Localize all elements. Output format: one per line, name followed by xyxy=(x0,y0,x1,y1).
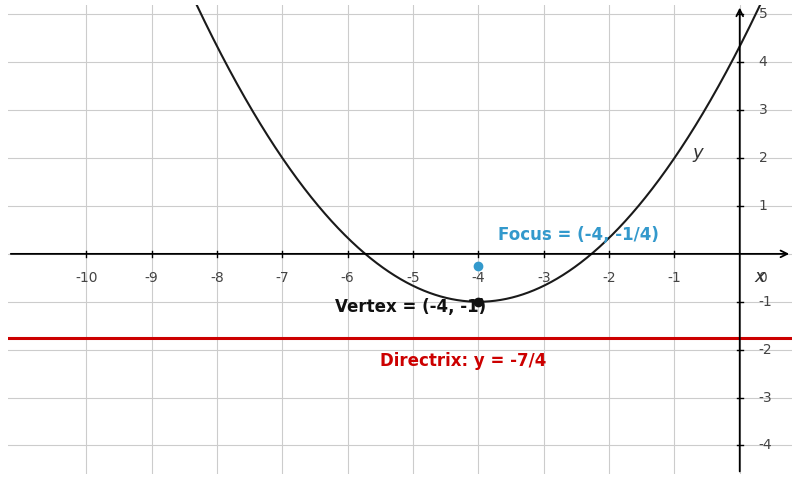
Text: 2: 2 xyxy=(758,151,767,165)
Text: Vertex = (-4, -1): Vertex = (-4, -1) xyxy=(334,297,486,316)
Text: -9: -9 xyxy=(145,271,158,285)
Text: Directrix: y = -7/4: Directrix: y = -7/4 xyxy=(380,352,546,370)
Text: y: y xyxy=(692,144,702,162)
Text: -2: -2 xyxy=(602,271,616,285)
Text: -4: -4 xyxy=(758,438,772,453)
Text: -6: -6 xyxy=(341,271,354,285)
Text: -1: -1 xyxy=(758,295,772,309)
Text: -4: -4 xyxy=(471,271,486,285)
Text: -5: -5 xyxy=(406,271,420,285)
Text: -8: -8 xyxy=(210,271,224,285)
Text: 4: 4 xyxy=(758,55,767,69)
Text: -3: -3 xyxy=(758,390,772,405)
Text: -1: -1 xyxy=(667,271,682,285)
Text: -2: -2 xyxy=(758,342,772,357)
Text: 1: 1 xyxy=(758,199,767,213)
Text: Focus = (-4, -1/4): Focus = (-4, -1/4) xyxy=(498,226,659,244)
Text: -7: -7 xyxy=(275,271,290,285)
Text: 5: 5 xyxy=(758,7,767,22)
Text: 3: 3 xyxy=(758,103,767,117)
Text: x: x xyxy=(754,268,765,286)
Text: 0: 0 xyxy=(758,271,767,285)
Text: -3: -3 xyxy=(537,271,550,285)
Text: -10: -10 xyxy=(75,271,98,285)
